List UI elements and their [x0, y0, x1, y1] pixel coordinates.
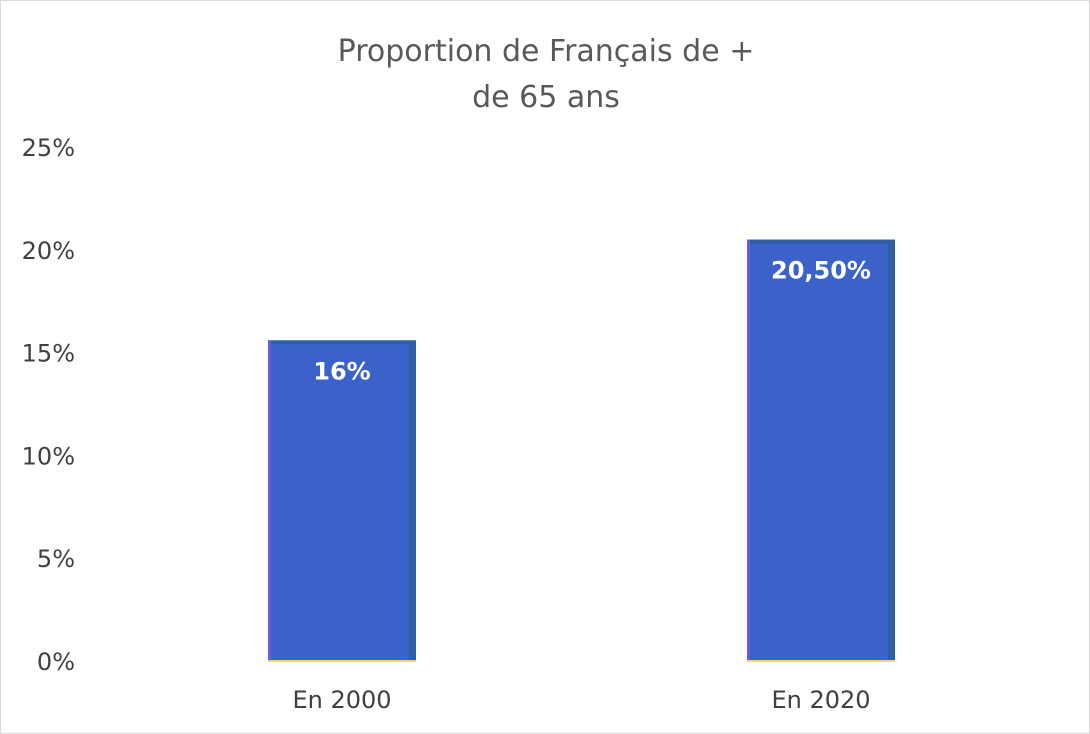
bars: 16% 20,50%: [268, 239, 895, 662]
bar-left-edge: [268, 340, 271, 661]
bar-left-edge: [747, 239, 750, 661]
bar-fill: [271, 344, 409, 661]
chart-title-line-2: de 65 ans: [472, 80, 620, 115]
bar-group: 16%: [268, 340, 416, 662]
bar-baseline: [747, 660, 895, 662]
bar-group: 20,50%: [747, 239, 895, 662]
chart-title: Proportion de Français de + de 65 ans: [1, 29, 1090, 121]
data-label: 20,50%: [771, 257, 871, 285]
data-label: 16%: [313, 357, 370, 385]
y-tick-label: 15%: [22, 340, 75, 368]
y-tick-label: 0%: [37, 648, 75, 676]
x-tick-label: En 2020: [771, 686, 870, 714]
y-axis: 0% 5% 10% 15% 20% 25%: [22, 134, 75, 676]
y-tick-label: 5%: [37, 545, 75, 573]
chart-title-line-1: Proportion de Français de +: [337, 34, 755, 69]
y-tick-label: 25%: [22, 134, 75, 162]
y-tick-label: 10%: [22, 442, 75, 470]
y-tick-label: 20%: [22, 237, 75, 265]
bar-fill: [750, 243, 888, 661]
bar-baseline: [268, 660, 416, 662]
x-tick-label: En 2000: [292, 686, 391, 714]
x-axis: En 2000 En 2020: [292, 686, 870, 714]
